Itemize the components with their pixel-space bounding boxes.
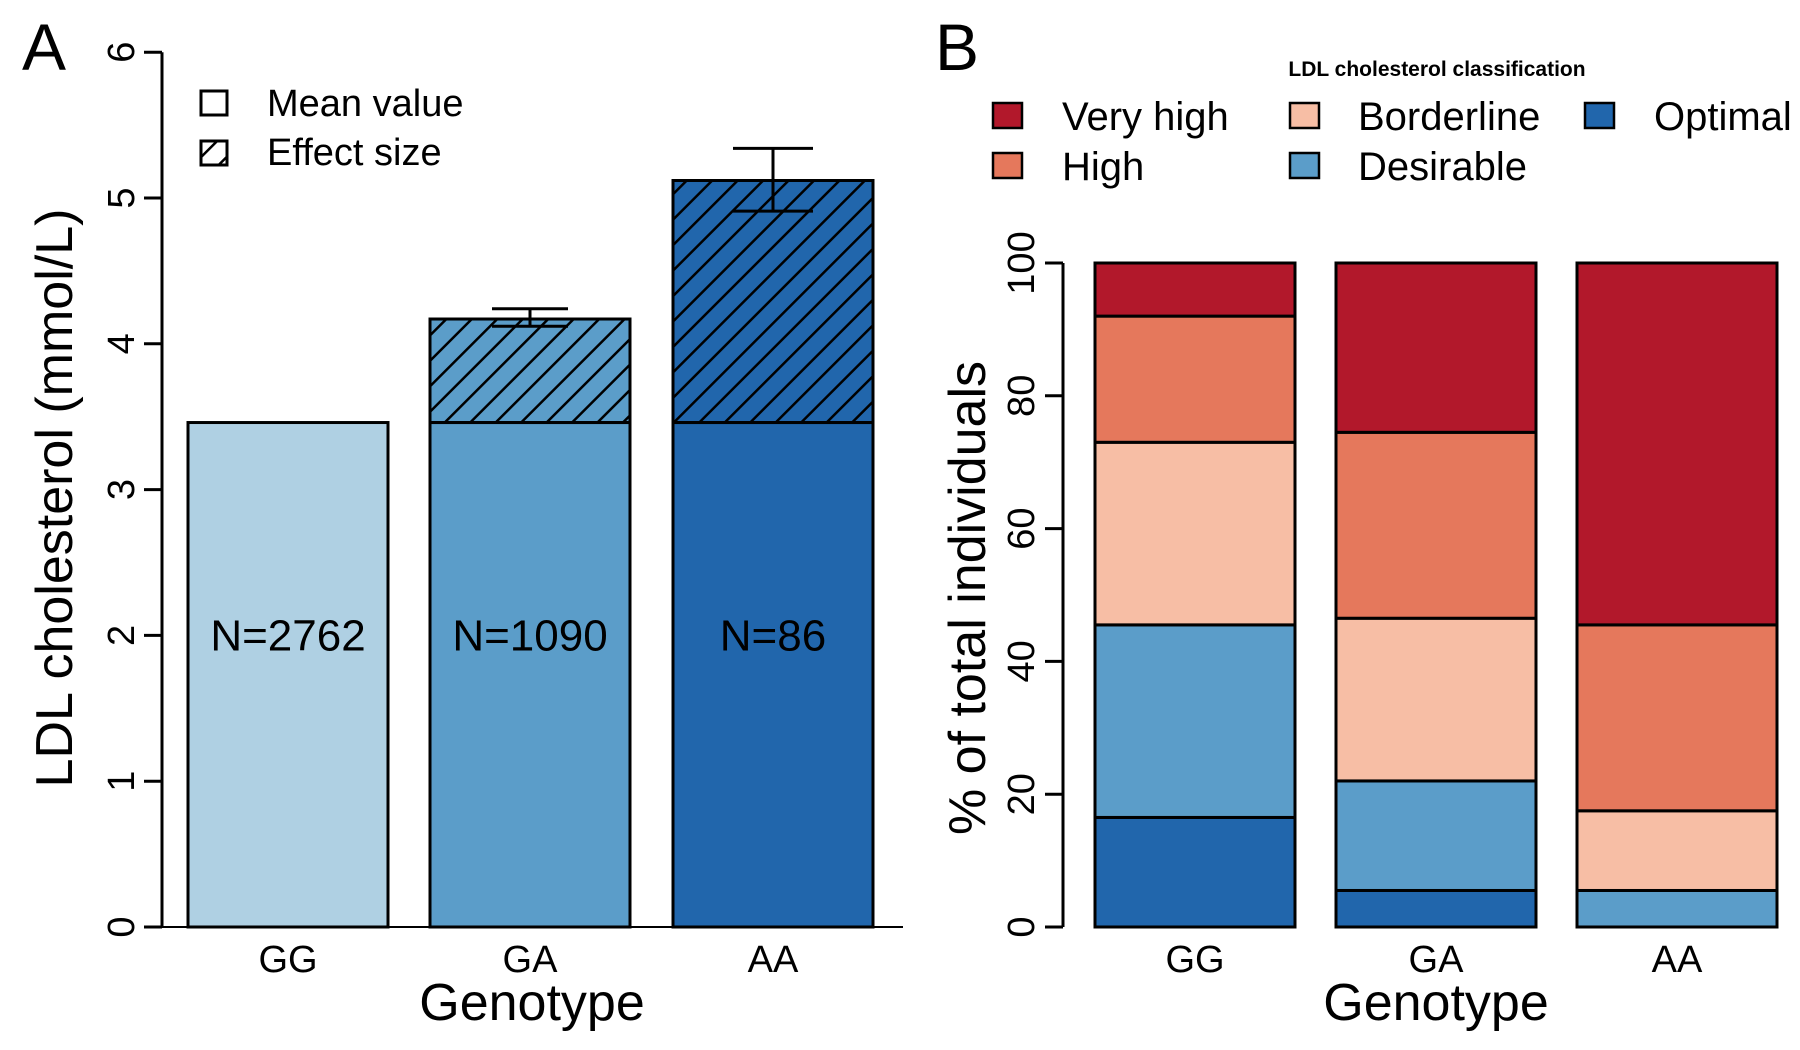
- panel-a-y-tick-label: 0: [101, 916, 143, 937]
- x-tick-label: GG: [1165, 939, 1224, 981]
- panel-b-y-tick-label: 100: [1001, 231, 1043, 294]
- panel-b-y-tick-label: 60: [1001, 507, 1043, 549]
- legend-mean-value-swatch: [199, 89, 229, 117]
- legend-effect-size-label: Effect size: [267, 132, 442, 174]
- x-tick-label: GG: [258, 939, 317, 981]
- legend-optimal-label: Optimal: [1654, 95, 1792, 139]
- legend-borderline-label: Borderline: [1358, 95, 1540, 139]
- legend-effect-size-swatch: [199, 139, 229, 167]
- segment-borderline: [1334, 616, 1538, 783]
- panel-b-y-tick-label: 20: [1001, 773, 1043, 815]
- segment-desirable: [1575, 888, 1779, 929]
- mean-value-bar-outline: [428, 421, 632, 929]
- panel-a-y-tick-label: 3: [101, 479, 143, 500]
- segment-very-high: [1093, 261, 1297, 318]
- effect-size-bar: [671, 179, 875, 425]
- panel-b-y-tick-label: 0: [1001, 916, 1043, 937]
- segment-high: [1575, 623, 1779, 813]
- mean-value-bar: [188, 422, 388, 927]
- legend-borderline-swatch: [1288, 101, 1321, 130]
- segment-borderline: [1093, 440, 1297, 627]
- segment-desirable: [1334, 779, 1538, 892]
- segment-optimal: [1093, 815, 1297, 929]
- segment-high: [1334, 430, 1538, 620]
- panel-a-legend: Mean value Effect size: [199, 83, 463, 174]
- segment-desirable: [1093, 623, 1297, 819]
- x-tick-label: GA: [503, 939, 559, 981]
- legend-mean-value-label: Mean value: [267, 83, 463, 125]
- legend-very-high-label: Very high: [1062, 95, 1229, 139]
- panel-b-y-tick-label: 40: [1001, 640, 1043, 682]
- n-label: N=2762: [210, 611, 365, 660]
- legend-very-high-swatch: [991, 101, 1024, 130]
- panel-b-letter: B: [935, 10, 979, 84]
- legend-high-label: High: [1062, 145, 1144, 189]
- panel-a-y-tick-label: 6: [101, 42, 143, 63]
- mean-value-bar-outline: [186, 421, 390, 929]
- panel-a-x-axis-title: Genotype: [419, 974, 645, 1032]
- segment-optimal: [1334, 888, 1538, 929]
- panel-b-legend: Very high High Borderline Desirable Opti…: [991, 95, 1792, 189]
- x-tick-label: GA: [1409, 939, 1465, 981]
- x-tick-label: AA: [1652, 939, 1703, 981]
- mean-value-bar-outline: [671, 421, 875, 929]
- segment-high: [1093, 314, 1297, 444]
- panel-a-y-tick-label: 2: [101, 625, 143, 646]
- n-label: N=86: [720, 611, 826, 660]
- segment-borderline: [1575, 809, 1779, 892]
- legend-high-swatch: [991, 151, 1024, 180]
- panel-a-y-axis-title: LDL cholesterol (mmol/L): [26, 209, 84, 788]
- segment-very-high: [1575, 261, 1779, 627]
- n-label: N=1090: [452, 611, 607, 660]
- panel-b-y-tick-label: 80: [1001, 375, 1043, 417]
- panel-b-y-axis-title: % of total individuals: [939, 361, 997, 835]
- legend-optimal-swatch: [1583, 101, 1616, 130]
- panel-b-legend-title: LDL cholesterol classification: [1288, 58, 1585, 81]
- panel-b-x-axis-title: Genotype: [1323, 974, 1549, 1032]
- panel-a-letter: A: [22, 10, 66, 84]
- legend-desirable-swatch: [1288, 151, 1321, 180]
- panel-a-y-tick-label: 4: [101, 333, 143, 354]
- panel-a-y-tick-label: 1: [101, 771, 143, 792]
- x-tick-label: AA: [748, 939, 799, 981]
- legend-desirable-label: Desirable: [1358, 145, 1527, 189]
- panel-a-y-tick-label: 5: [101, 187, 143, 208]
- panel-b-plot: 0 20 40 60 80 100 GG GA AA: [1001, 231, 1779, 981]
- panel-a-plot: 0 1 2 3 4 5 6 N=2762 GG N=1090 GA N=86 AA: [101, 42, 903, 981]
- effect-size-bar: [428, 317, 632, 425]
- segment-very-high: [1334, 261, 1538, 434]
